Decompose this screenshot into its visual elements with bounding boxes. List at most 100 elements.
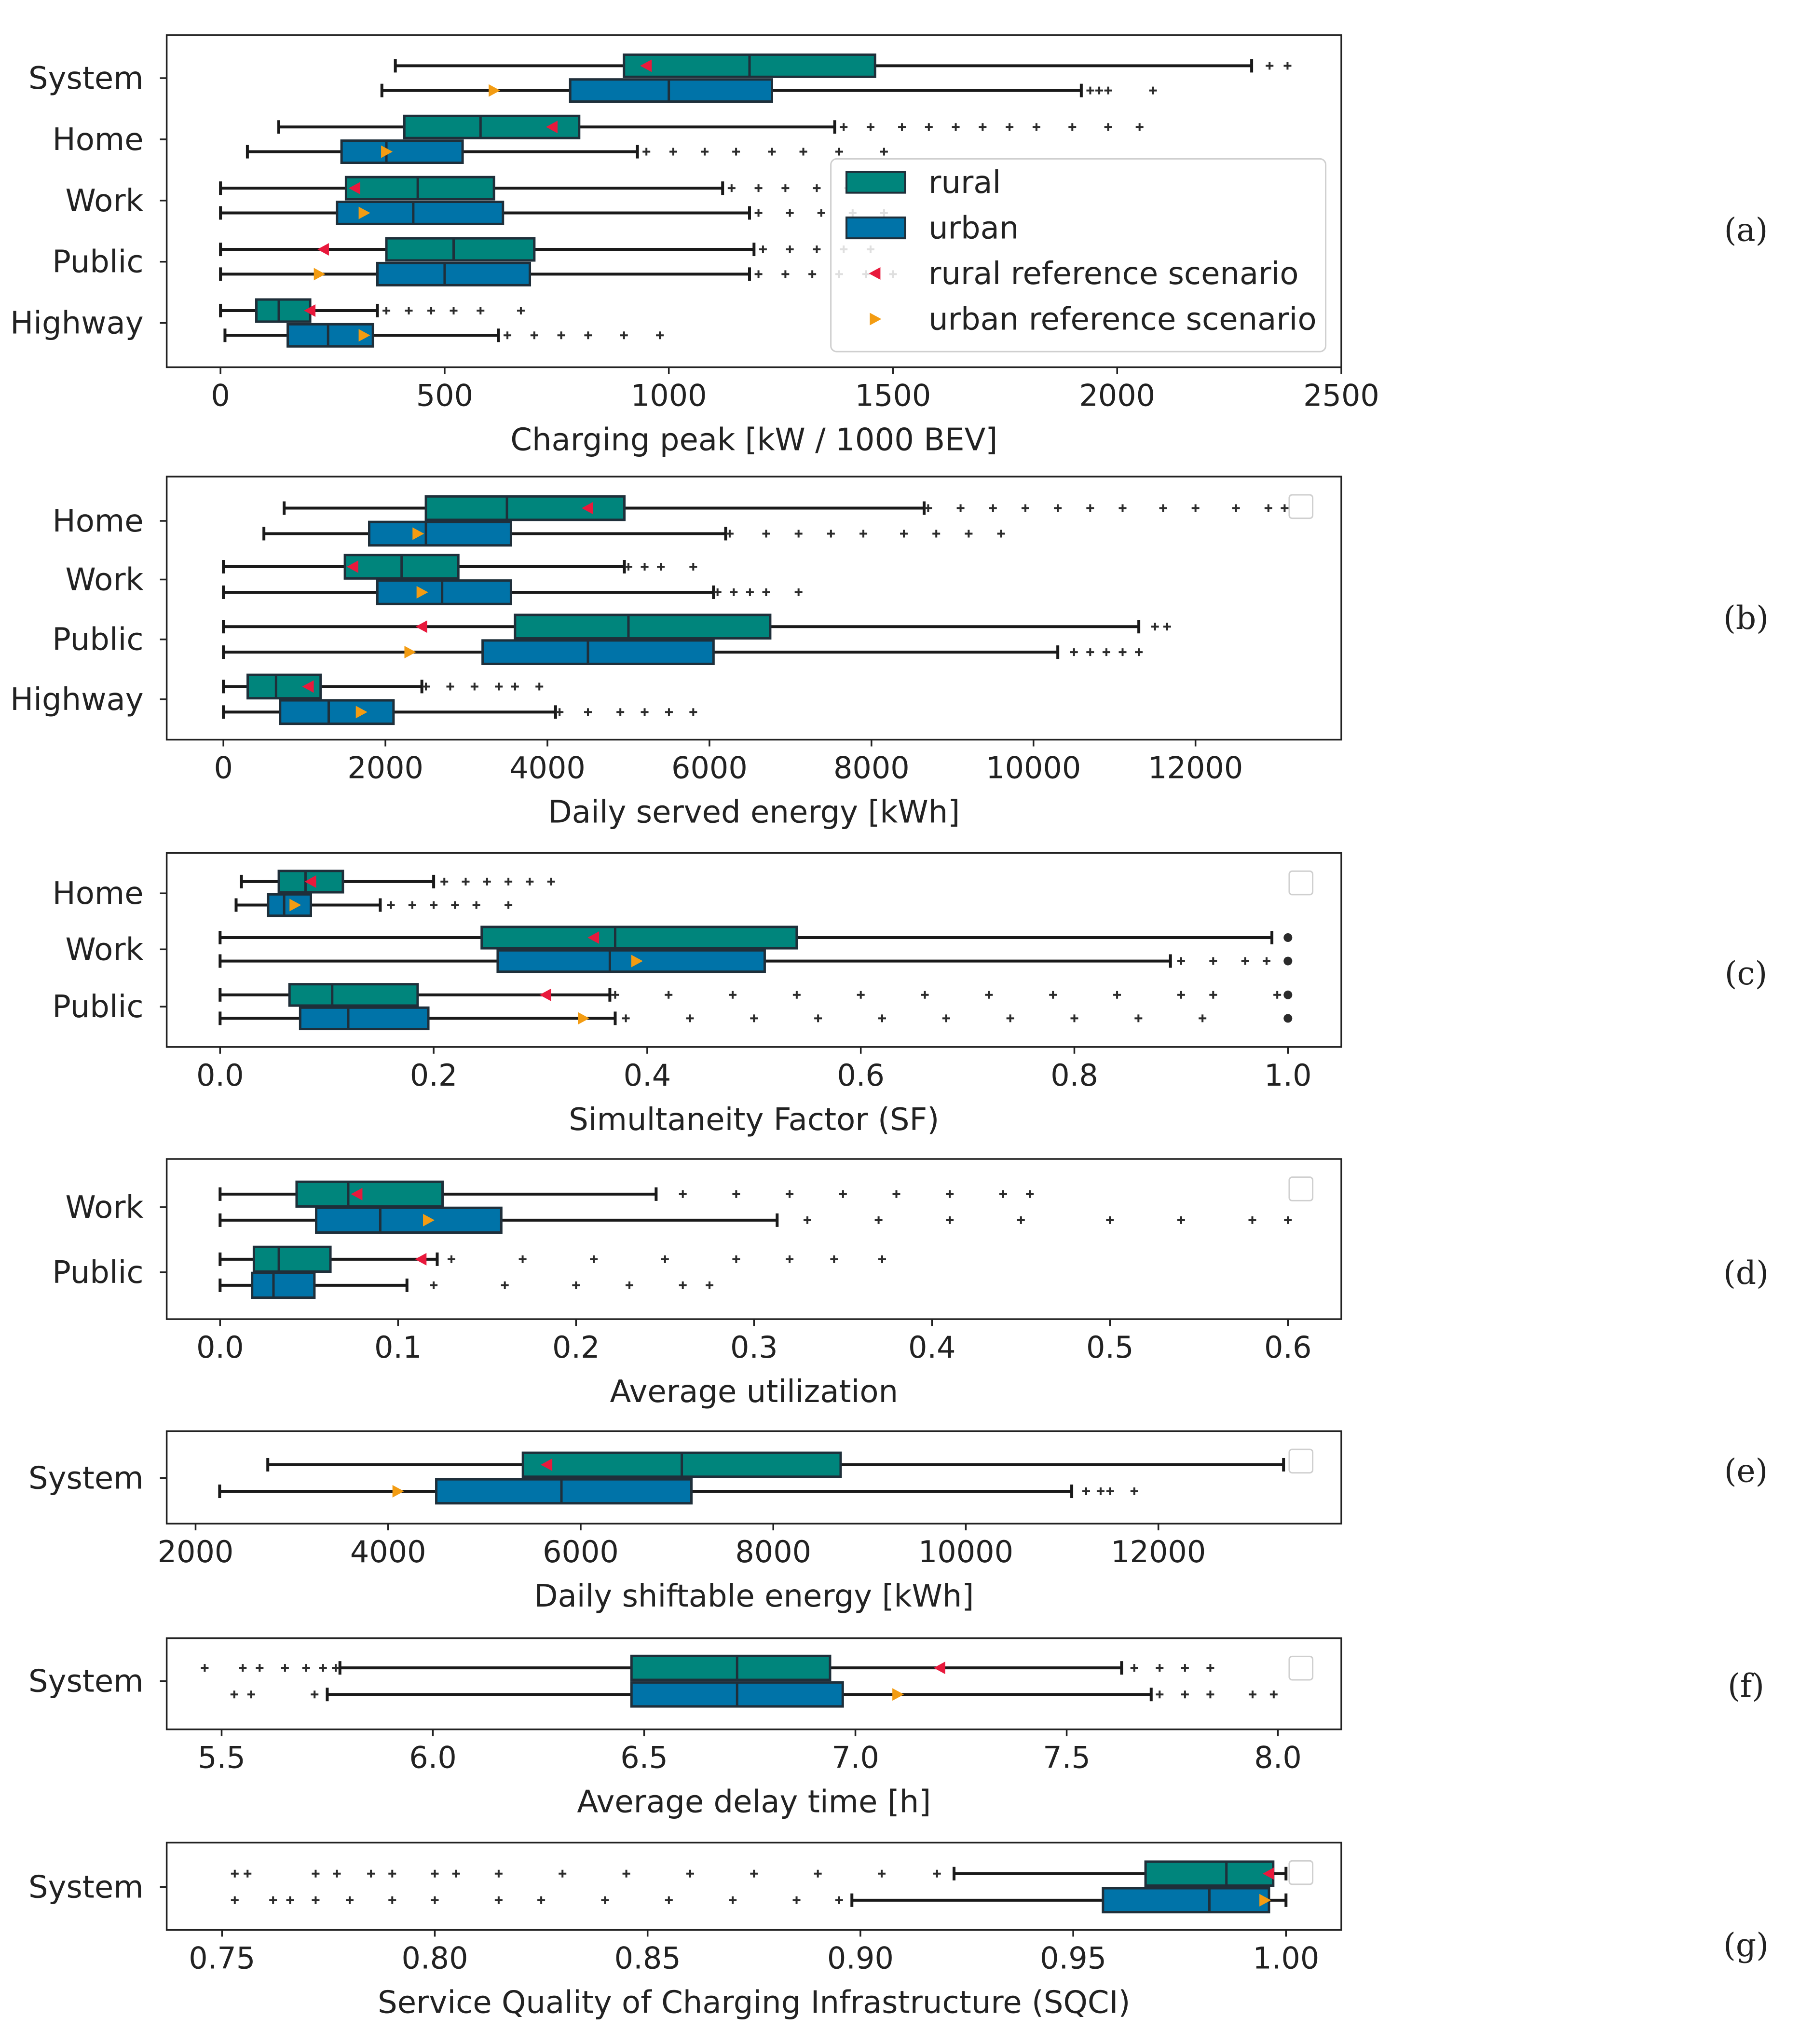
y-tick-label: Public [52, 1255, 143, 1291]
flier [1096, 1487, 1105, 1496]
x-tick-label: 4000 [509, 750, 586, 786]
flier [689, 563, 697, 571]
flier [1283, 990, 1293, 999]
flier [794, 530, 803, 538]
flier [462, 877, 470, 886]
x-tick-label: 7.5 [1043, 1740, 1091, 1775]
flier [665, 708, 673, 716]
y-tick-label: Public [52, 989, 143, 1025]
flier [622, 1014, 630, 1022]
flier [611, 991, 619, 999]
flier [440, 877, 449, 886]
box-iqr [480, 926, 798, 950]
flier [230, 1690, 238, 1699]
flier [1209, 957, 1217, 965]
box-iqr [251, 1271, 316, 1299]
x-tick-label: 0.4 [624, 1058, 671, 1093]
flier [1281, 504, 1289, 512]
panel-3: 0.0 0.1 0.2 0.3 0.4 0.5 0.6 Average utilization… [52, 1158, 1769, 1410]
rural-reference-marker [1262, 1867, 1274, 1880]
box-iqr [385, 237, 536, 262]
flier [1106, 1487, 1114, 1496]
flier [451, 901, 459, 909]
flier [1181, 1690, 1189, 1699]
flier [1095, 86, 1104, 95]
flier [792, 1896, 801, 1904]
box-iqr [252, 1245, 332, 1273]
flier [1283, 933, 1293, 942]
flier [1106, 1216, 1114, 1224]
flier [559, 1869, 567, 1878]
flier [201, 1664, 209, 1672]
y-tick-label: Work [66, 562, 144, 598]
flier [657, 563, 665, 571]
x-tick-label: 0.85 [614, 1940, 681, 1976]
flier [786, 1255, 794, 1263]
box-rural-system [394, 53, 1292, 78]
flier [494, 1869, 503, 1878]
flier [504, 331, 512, 340]
flier [430, 901, 438, 909]
flier [616, 708, 625, 716]
flier [754, 270, 763, 278]
x-tick-label: 0.3 [730, 1330, 778, 1365]
flier [730, 588, 738, 596]
flier [239, 1664, 247, 1672]
urban-reference-marker [358, 206, 370, 219]
rural-reference-marker [541, 1458, 553, 1471]
x-tick-label: 0.75 [189, 1940, 255, 1976]
rural-reference-marker [640, 59, 652, 72]
x-tick-label: 0.8 [1050, 1058, 1098, 1093]
x-axis-label: Service Quality of Charging Infrastructu… [378, 1985, 1130, 2020]
flier [312, 1869, 320, 1878]
x-tick-label: 1500 [855, 378, 931, 413]
flier [759, 245, 767, 254]
rural-reference-marker [581, 502, 593, 515]
flier [952, 123, 960, 131]
flier [1284, 1216, 1292, 1224]
flier [839, 1190, 847, 1198]
flier [686, 1014, 694, 1022]
box-rural-work [218, 1180, 1034, 1208]
flier [537, 1896, 545, 1904]
box-iqr [376, 579, 512, 605]
urban-reference-marker [631, 954, 643, 967]
box-urban-public [219, 261, 897, 286]
flier [1232, 504, 1240, 512]
x-tick-label: 0.0 [196, 1058, 244, 1093]
x-tick-label: 0.6 [837, 1058, 885, 1093]
x-tick-label: 7.0 [832, 1740, 879, 1775]
rural-reference-marker [346, 560, 358, 573]
flier [781, 184, 790, 192]
flier [878, 1014, 886, 1022]
y-tick-label: Home [53, 504, 144, 539]
flier [505, 877, 513, 886]
flier [827, 530, 835, 538]
x-tick-label: 8.0 [1254, 1740, 1302, 1775]
flier [505, 901, 513, 909]
flier [1130, 1664, 1138, 1672]
flier [794, 588, 803, 596]
x-axis-label: Average delay time [h] [577, 1785, 931, 1820]
box-iqr [514, 613, 772, 640]
box-iqr [344, 176, 495, 201]
flier [1049, 991, 1057, 999]
flier [511, 682, 519, 691]
flier [367, 1869, 375, 1878]
flier [732, 1190, 740, 1198]
x-axis-label: Charging peak [kW / 1000 BEV] [510, 422, 997, 458]
x-axis-label: Simultaneity Factor (SF) [569, 1102, 939, 1138]
flier [470, 682, 478, 691]
y-tick-label: System [28, 1664, 144, 1700]
flier [859, 530, 868, 538]
flier [1021, 504, 1029, 512]
legend-label: rural reference scenario [928, 256, 1298, 292]
flier [946, 1216, 954, 1224]
urban-reference-marker [489, 84, 501, 97]
flier [620, 331, 628, 340]
flier [501, 1281, 509, 1289]
box-urban-work [218, 949, 1293, 973]
legend-empty-box [1288, 1176, 1314, 1201]
rural-reference-marker [539, 988, 551, 1001]
box-rural-public [218, 1245, 886, 1273]
